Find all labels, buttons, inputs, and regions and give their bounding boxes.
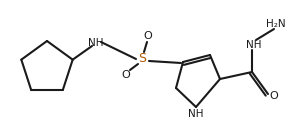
Text: O: O [144, 31, 152, 41]
Text: H₂N: H₂N [266, 19, 286, 29]
Text: NH: NH [188, 109, 204, 119]
Text: O: O [122, 70, 130, 80]
Text: NH: NH [246, 40, 262, 50]
Text: NH: NH [88, 38, 104, 48]
Text: O: O [270, 91, 278, 101]
Text: S: S [138, 51, 146, 64]
